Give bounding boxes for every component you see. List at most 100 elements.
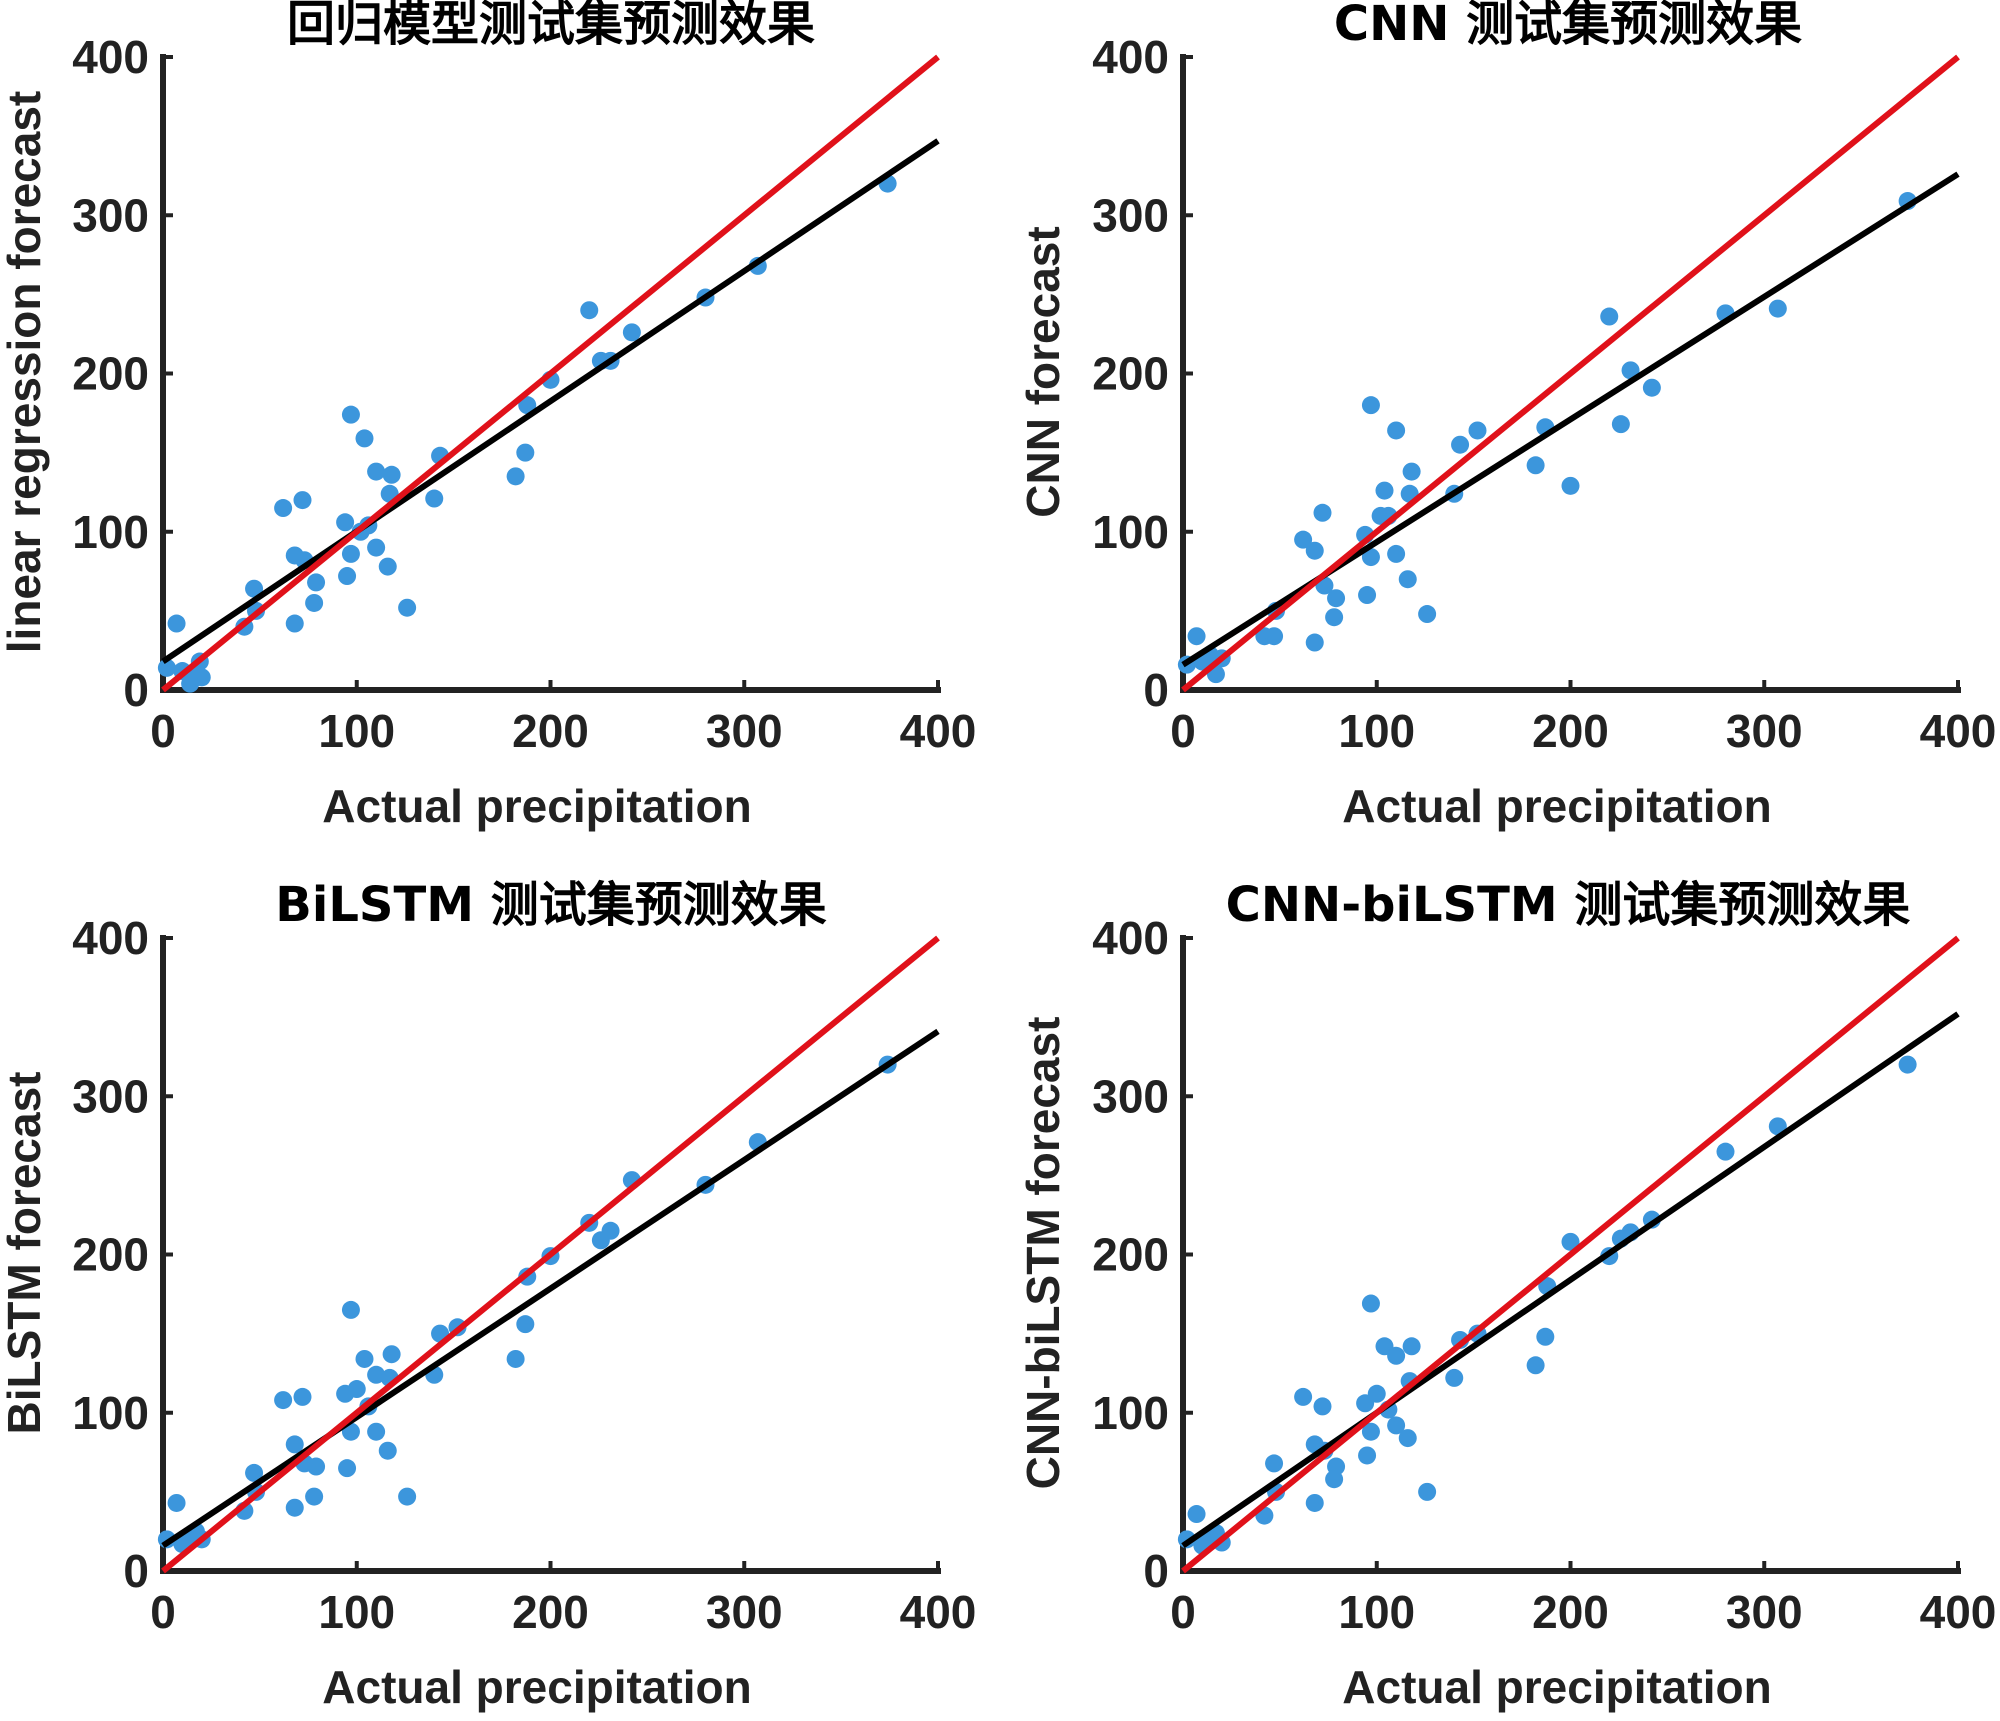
identity-line (161, 54, 940, 693)
x-tick-label: 100 (1338, 705, 1415, 757)
data-point (367, 1365, 386, 1384)
y-tick-label: 100 (1092, 506, 1169, 558)
y-tick-label: 400 (72, 31, 149, 83)
y-tick-label: 100 (1092, 1387, 1169, 1439)
data-point (1402, 1337, 1421, 1356)
data-point (341, 405, 360, 424)
data-point (516, 1315, 535, 1334)
data-point (305, 1487, 324, 1506)
x-tick-label: 0 (1170, 705, 1196, 757)
data-point (293, 491, 312, 510)
data-point (285, 614, 304, 633)
data-point (157, 658, 176, 677)
data-point (1526, 456, 1545, 475)
y-tick-label: 200 (72, 1229, 149, 1281)
x-tick-label: 200 (512, 1586, 589, 1638)
data-point (382, 1345, 401, 1364)
data-point (367, 1422, 386, 1441)
data-point (274, 1391, 293, 1410)
data-point (1398, 570, 1417, 589)
panel-bilstm: BiLSTM 测试集预测效果 Actual precipitation BiLS… (0, 877, 976, 1713)
y-tick-label: 400 (72, 912, 149, 964)
fit-line (1181, 171, 1960, 668)
data-point (1305, 633, 1324, 652)
data-point (285, 1435, 304, 1454)
data-point (506, 1349, 525, 1368)
data-point (601, 1221, 620, 1240)
panel-title: CNN 测试集预测效果 (1334, 0, 1802, 52)
data-point (336, 513, 355, 532)
data-point (1398, 1429, 1417, 1448)
x-tick-label: 200 (1532, 705, 1609, 757)
y-tick-label: 300 (1092, 189, 1169, 241)
data-point (1358, 1446, 1377, 1465)
data-point (285, 1498, 304, 1517)
plot-area: 0 100 200 300 400 0 100 200 300 400 (1092, 912, 1996, 1638)
data-point (1187, 1505, 1206, 1524)
y-tick-label: 0 (123, 1545, 149, 1597)
data-point (1621, 361, 1640, 380)
data-point (245, 1463, 264, 1482)
data-point (1375, 481, 1394, 500)
x-tick-label: 100 (318, 705, 395, 757)
x-tick-label: 0 (150, 1586, 176, 1638)
data-point (1361, 396, 1380, 415)
data-point (367, 538, 386, 557)
data-point (1361, 1294, 1380, 1313)
data-point (1418, 605, 1437, 624)
data-point (274, 499, 293, 518)
data-point (1716, 1142, 1735, 1161)
data-point (1387, 1416, 1406, 1435)
plot-area: 0 100 200 300 400 0 100 200 300 400 (1092, 31, 1996, 757)
x-tick-label: 400 (1920, 1586, 1997, 1638)
data-point (1561, 1232, 1580, 1251)
data-point (1387, 421, 1406, 440)
y-tick-label: 400 (1092, 31, 1169, 83)
data-point (1642, 378, 1661, 397)
data-point (1325, 608, 1344, 627)
y-axis-label: CNN-biLSTM forecast (1017, 1017, 1069, 1490)
x-tick-label: 300 (1726, 705, 1803, 757)
x-tick-label: 100 (318, 1586, 395, 1638)
data-point (1768, 1117, 1787, 1136)
data-point (341, 544, 360, 563)
data-point (1361, 1422, 1380, 1441)
y-tick-label: 0 (123, 664, 149, 716)
data-point (378, 1441, 397, 1460)
data-point (1187, 627, 1206, 646)
fit-line (1181, 1011, 1960, 1549)
data-point (398, 1487, 417, 1506)
data-point (367, 462, 386, 481)
data-point (245, 579, 264, 598)
x-tick-label: 300 (1726, 1586, 1803, 1638)
data-point (580, 301, 599, 320)
y-tick-label: 400 (1092, 912, 1169, 964)
data-point (518, 396, 537, 415)
x-axis-label: Actual precipitation (1342, 1661, 1771, 1713)
data-point (1768, 299, 1787, 318)
data-point (1361, 548, 1380, 567)
y-axis-label: linear regression forecast (0, 91, 50, 653)
data-point (398, 598, 417, 617)
data-point (378, 557, 397, 576)
x-tick-label: 300 (706, 1586, 783, 1638)
data-point (338, 1459, 357, 1478)
y-tick-label: 0 (1143, 1545, 1169, 1597)
data-point (338, 567, 357, 586)
y-tick-label: 100 (72, 1387, 149, 1439)
data-point (382, 465, 401, 484)
data-point (1526, 1356, 1545, 1375)
data-point (1327, 1457, 1346, 1476)
y-tick-label: 200 (1092, 348, 1169, 400)
plot-area: 0 100 200 300 400 0 100 200 300 400 (72, 31, 976, 757)
x-axis-label: Actual precipitation (1342, 780, 1771, 832)
data-point (622, 323, 641, 342)
panel-cnn: CNN 测试集预测效果 Actual precipitation CNN for… (1017, 0, 1996, 832)
identity-line (1181, 54, 1960, 693)
data-point (1367, 1384, 1386, 1403)
data-point (1387, 1346, 1406, 1365)
data-point (307, 1457, 326, 1476)
data-point (1294, 1387, 1313, 1406)
data-point (1600, 307, 1619, 326)
